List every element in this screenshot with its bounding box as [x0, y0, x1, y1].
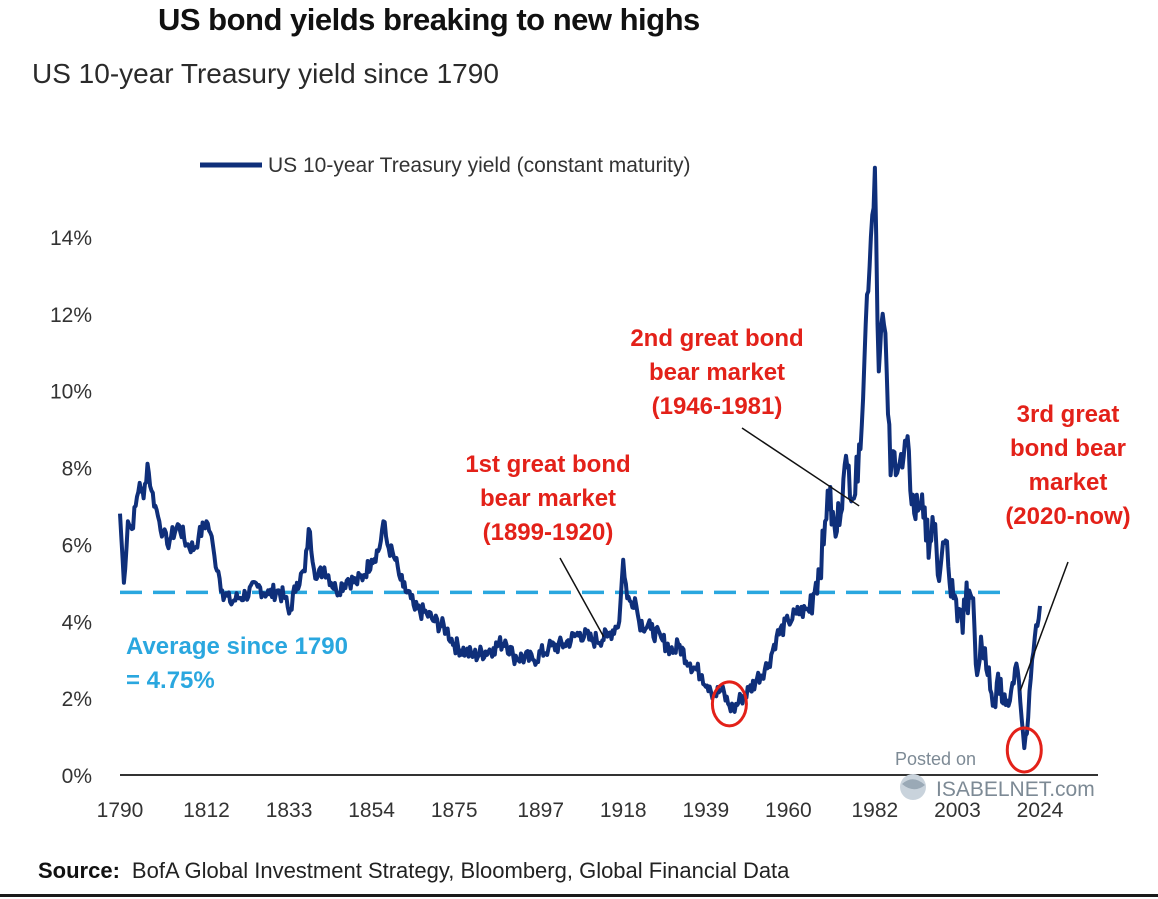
legend: US 10-year Treasury yield (constant matu… — [200, 154, 690, 177]
annotations-layer: 1st great bond bear market (1899-1920) 2nd … — [465, 325, 1131, 774]
watermark: Posted on ISABELNET.com — [895, 749, 1095, 801]
globe-icon — [900, 774, 926, 800]
average-label-line2: = 4.75% — [126, 667, 215, 694]
y-axis-ticks: 0% 2% 4% 6% 8% 10% 12% 14% — [50, 227, 92, 788]
legend-label: US 10-year Treasury yield (constant matu… — [268, 154, 690, 177]
series-line — [118, 165, 1042, 751]
low-highlight-circle — [710, 680, 748, 728]
annotation-text: 1st great bond — [465, 451, 630, 478]
annotation-text: (2020-now) — [1005, 503, 1130, 530]
x-tick-label: 1790 — [97, 799, 144, 822]
x-tick-label: 1854 — [348, 799, 395, 822]
annotation-text: 3rd great — [1017, 401, 1120, 428]
x-tick-label: 1939 — [682, 799, 729, 822]
source-note: Source: BofA Global Investment Strategy, … — [38, 858, 789, 884]
annotation-text: bond bear — [1010, 435, 1126, 462]
average-label: Average since 1790 = 4.75% — [126, 633, 348, 694]
y-tick-label: 8% — [62, 458, 92, 481]
watermark-posted-on: Posted on — [895, 749, 976, 769]
annotation-leader — [559, 557, 605, 637]
watermark-site: ISABELNET.com — [936, 778, 1095, 801]
annotation-text: bear market — [649, 359, 785, 386]
x-tick-label: 2003 — [934, 799, 981, 822]
annotation-text: (1946-1981) — [652, 393, 783, 420]
y-tick-label: 12% — [50, 304, 92, 327]
bottom-rule — [0, 894, 1158, 897]
low-highlight-circle — [1005, 726, 1043, 774]
annotation-text: 2nd great bond — [630, 325, 803, 352]
x-tick-label: 1833 — [266, 799, 313, 822]
x-tick-label: 1812 — [183, 799, 230, 822]
x-axis-ticks: 1790 1812 1833 1854 1875 1897 1918 1939 1960 1982… — [97, 799, 1064, 822]
y-tick-label: 2% — [62, 688, 92, 711]
source-text: BofA Global Investment Strategy, Bloombe… — [131, 858, 790, 883]
x-tick-label: 1982 — [852, 799, 899, 822]
x-tick-label: 1897 — [517, 799, 564, 822]
annotation-text: market — [1029, 469, 1108, 496]
annotation-leader — [1019, 561, 1069, 691]
source-label: Source: — [38, 858, 120, 883]
y-tick-label: 10% — [50, 381, 92, 404]
annotation-text: (1899-1920) — [483, 519, 614, 546]
annotation-text: bear market — [480, 485, 616, 512]
y-tick-label: 14% — [50, 227, 92, 250]
chart-title: US bond yields breaking to new highs — [158, 2, 700, 37]
chart-subtitle: US 10-year Treasury yield since 1790 — [32, 58, 499, 89]
x-tick-label: 2024 — [1017, 799, 1064, 822]
annotation-leader — [741, 427, 860, 507]
y-tick-label: 6% — [62, 534, 92, 557]
y-tick-label: 0% — [62, 765, 92, 788]
x-tick-label: 1875 — [431, 799, 478, 822]
x-tick-label: 1960 — [765, 799, 812, 822]
y-tick-label: 4% — [62, 611, 92, 634]
series-layer — [118, 165, 1042, 751]
average-label-line1: Average since 1790 — [126, 633, 348, 660]
x-tick-label: 1918 — [600, 799, 647, 822]
